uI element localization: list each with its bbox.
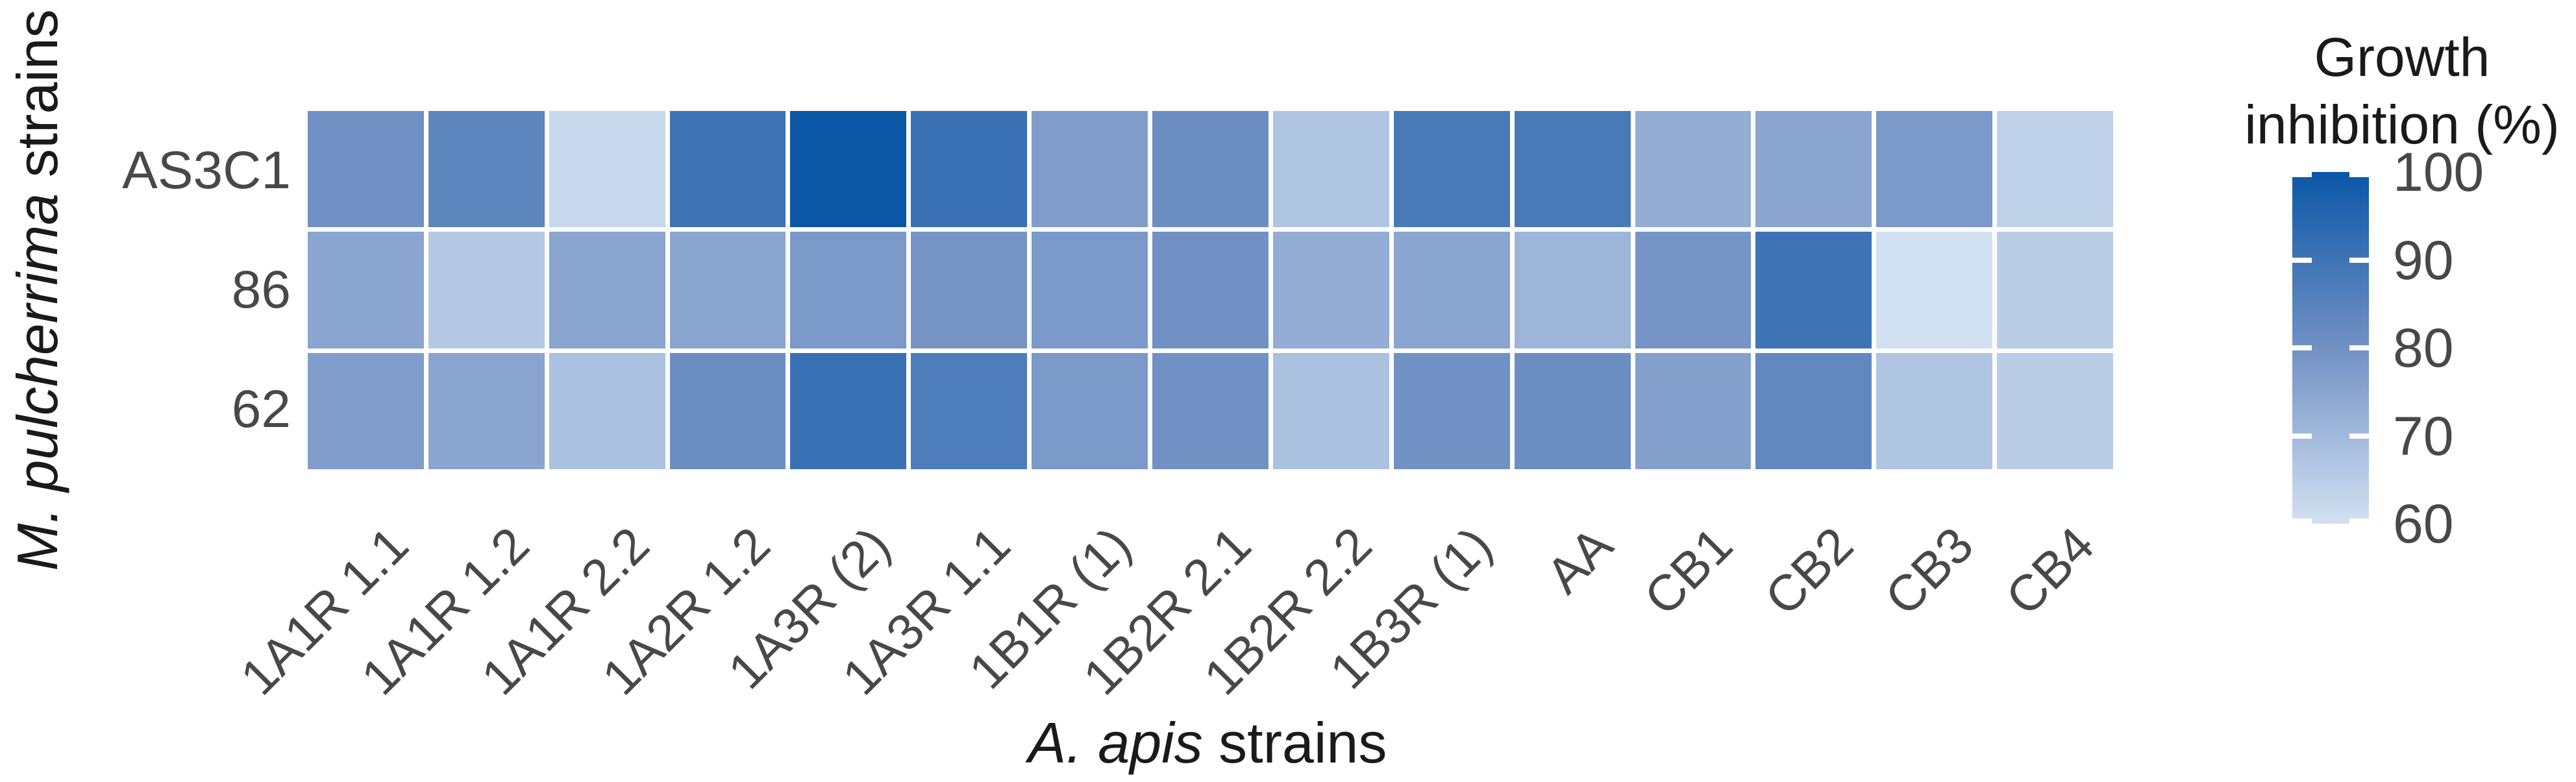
x-tick-label: CB3 <box>1874 516 1985 626</box>
heatmap-cell <box>1152 352 1269 469</box>
heatmap-cell <box>549 232 665 348</box>
legend-tick-label: 100 <box>2393 141 2484 202</box>
heatmap-cell <box>911 352 1028 469</box>
heatmap-cell <box>1635 232 1752 348</box>
x-tick-label: CB1 <box>1633 516 1744 626</box>
heatmap-cell <box>1032 232 1148 348</box>
heatmap-cell <box>1393 232 1510 348</box>
legend-title-line2: inhibition (%) <box>2244 94 2560 155</box>
legend-tick-label: 60 <box>2393 493 2454 554</box>
heatmap-cell <box>911 232 1028 348</box>
legend-tick-mark <box>2292 172 2312 177</box>
heatmap-cell <box>308 232 424 348</box>
legend-tick-mark <box>2349 433 2369 439</box>
y-tick-label: AS3C1 <box>122 141 291 200</box>
x-axis-title-species: A. apis <box>1028 711 1203 775</box>
heatmap-cell <box>1032 352 1148 469</box>
heatmap-cell <box>1393 111 1510 228</box>
heatmap-cell <box>1272 352 1389 469</box>
legend-tick-mark <box>2292 519 2312 524</box>
legend-tick-mark <box>2292 433 2312 439</box>
x-tick-label: CB4 <box>1994 516 2105 626</box>
y-tick-label: 86 <box>231 260 291 319</box>
x-tick-label: CB2 <box>1753 516 1864 626</box>
legend-colorbar <box>2292 172 2369 524</box>
heatmap-cell <box>1755 352 1872 469</box>
heatmap-cell <box>1635 352 1752 469</box>
x-tick-label: AA <box>1535 516 1624 604</box>
legend-tick-mark <box>2349 519 2369 524</box>
heatmap-cell <box>1152 111 1269 228</box>
heatmap-cell <box>1876 232 1993 348</box>
heatmap-cell <box>1514 111 1631 228</box>
legend-tick-mark <box>2292 257 2312 263</box>
heatmap-cell <box>1152 232 1269 348</box>
x-axis-title: A. apis strains <box>1028 713 1387 773</box>
heatmap-cell <box>1755 232 1872 348</box>
heatmap-cell <box>1635 111 1752 228</box>
heatmap-cell <box>790 111 907 228</box>
heatmap-grid <box>308 111 2113 469</box>
heatmap-cell <box>911 111 1028 228</box>
heatmap-cell <box>1876 352 1993 469</box>
heatmap-cell <box>549 352 665 469</box>
legend-tick-label: 70 <box>2393 405 2454 467</box>
legend-tick-mark <box>2349 172 2369 177</box>
heatmap-cell <box>549 111 665 228</box>
heatmap-cell <box>1272 232 1389 348</box>
heatmap-cell <box>1393 352 1510 469</box>
legend-tick-label: 90 <box>2393 229 2454 291</box>
heatmap-cell <box>1514 352 1631 469</box>
legend-title: Growth inhibition (%) <box>2220 23 2576 158</box>
heatmap-cell <box>790 352 907 469</box>
x-axis-title-suffix: strains <box>1202 711 1387 775</box>
heatmap-cell <box>1997 352 2113 469</box>
legend-tick-mark <box>2349 257 2369 263</box>
heatmap-cell <box>1997 232 2113 348</box>
heatmap-cell <box>428 352 545 469</box>
heatmap-cell <box>1755 111 1872 228</box>
heatmap-cell <box>1272 111 1389 228</box>
heatmap-cell <box>1876 111 1993 228</box>
heatmap-cell <box>308 111 424 228</box>
legend-tick-label: 80 <box>2393 317 2454 378</box>
heatmap-cell <box>428 232 545 348</box>
heatmap-cell <box>1997 111 2113 228</box>
legend-tick-mark <box>2292 345 2312 350</box>
heatmap-cell <box>1514 232 1631 348</box>
heatmap-cell <box>669 352 786 469</box>
heatmap-cell <box>308 352 424 469</box>
legend-title-line1: Growth <box>2314 27 2490 88</box>
y-tick-label: 62 <box>231 380 291 439</box>
heatmap-cell <box>669 111 786 228</box>
legend-tick-mark <box>2349 345 2369 350</box>
heatmap-cell <box>428 111 545 228</box>
heatmap-cell <box>669 232 786 348</box>
heatmap-cell <box>1032 111 1148 228</box>
heatmap-cell <box>790 232 907 348</box>
